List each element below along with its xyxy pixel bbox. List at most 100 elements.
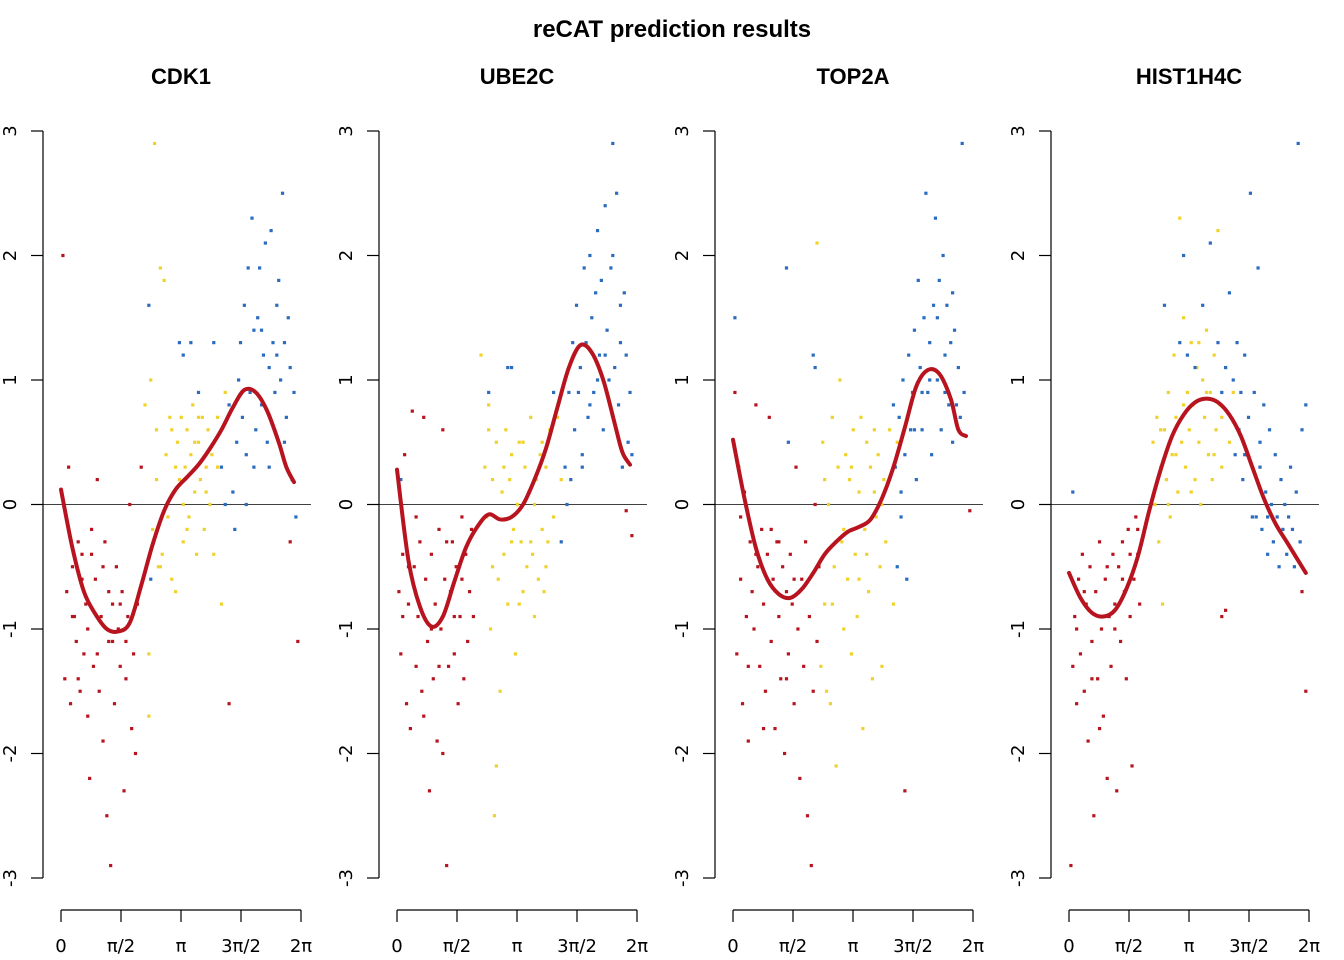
point-g1 bbox=[114, 565, 118, 569]
series-s bbox=[815, 241, 899, 768]
point-g2m bbox=[594, 291, 598, 295]
point-g1 bbox=[792, 702, 796, 706]
point-g1 bbox=[450, 540, 454, 544]
x-tick-label: 0 bbox=[727, 936, 738, 957]
point-g1 bbox=[1105, 565, 1109, 569]
point-s bbox=[494, 764, 498, 768]
point-g2m bbox=[584, 341, 588, 345]
point-s bbox=[855, 614, 859, 619]
point-s bbox=[1231, 390, 1235, 395]
point-g1 bbox=[765, 552, 769, 556]
point-g2m bbox=[899, 515, 903, 519]
point-g2m bbox=[1243, 453, 1247, 457]
point-g1 bbox=[1113, 602, 1117, 606]
point-s bbox=[544, 465, 548, 469]
point-g2m bbox=[1193, 365, 1197, 370]
panel-cdk1: CDK1 -3 -2 -1 0 1 2 3 0 π/2 π 3π/2 2π bbox=[0, 64, 312, 957]
point-g1 bbox=[124, 639, 128, 644]
point-s bbox=[196, 440, 201, 444]
point-s bbox=[857, 490, 861, 494]
point-g2m bbox=[1208, 241, 1212, 245]
point-g2m bbox=[899, 490, 903, 494]
y-tick-label: 0 bbox=[0, 499, 21, 510]
point-s bbox=[158, 565, 162, 569]
point-g2m bbox=[487, 390, 491, 395]
point-g1 bbox=[809, 863, 813, 868]
point-g2m bbox=[1304, 403, 1308, 407]
point-g2m bbox=[254, 428, 258, 432]
point-s bbox=[849, 465, 854, 469]
point-s bbox=[1212, 353, 1216, 357]
point-g1 bbox=[445, 863, 449, 868]
point-g1 bbox=[93, 577, 97, 581]
point-s bbox=[517, 440, 521, 444]
point-g2m bbox=[1281, 527, 1285, 531]
point-g2m bbox=[786, 440, 790, 444]
point-g1 bbox=[82, 652, 86, 656]
point-s bbox=[868, 465, 873, 469]
point-g2m bbox=[628, 390, 632, 395]
point-g2m bbox=[930, 453, 934, 457]
point-g1 bbox=[752, 627, 756, 631]
point-s bbox=[826, 502, 831, 507]
point-g2m bbox=[895, 565, 899, 569]
point-s bbox=[828, 702, 833, 706]
point-g2m bbox=[1239, 390, 1243, 395]
point-g1 bbox=[445, 540, 449, 544]
point-g1 bbox=[746, 664, 750, 668]
panel-top2a: TOP2A -3 -2 -1 0 1 2 3 0 π/2 π 3π/2 2π bbox=[672, 64, 984, 957]
point-s bbox=[487, 428, 491, 432]
point-g1 bbox=[101, 565, 105, 569]
point-s bbox=[830, 602, 834, 606]
point-s bbox=[513, 652, 518, 656]
point-g2m bbox=[1243, 353, 1247, 357]
point-g2m bbox=[599, 278, 603, 282]
point-s bbox=[154, 478, 159, 482]
point-g1 bbox=[74, 639, 78, 644]
point-g1 bbox=[464, 552, 468, 556]
y-tick-label: 2 bbox=[0, 250, 21, 261]
point-g1 bbox=[968, 509, 972, 513]
point-g2m bbox=[618, 341, 623, 345]
point-s bbox=[540, 440, 544, 444]
point-g2m bbox=[916, 278, 920, 282]
point-g1 bbox=[67, 465, 71, 469]
point-g1 bbox=[798, 776, 802, 780]
point-g2m bbox=[928, 341, 932, 345]
point-s bbox=[509, 540, 514, 544]
point-g1 bbox=[1304, 689, 1308, 693]
point-s bbox=[185, 527, 189, 531]
point-g1 bbox=[1134, 515, 1138, 519]
point-s bbox=[530, 552, 535, 556]
point-g1 bbox=[425, 639, 430, 644]
point-s bbox=[149, 378, 153, 382]
y-tick-label: -1 bbox=[672, 620, 693, 638]
point-g2m bbox=[219, 465, 224, 469]
point-g1 bbox=[746, 739, 750, 743]
point-g2m bbox=[258, 266, 262, 270]
point-g1 bbox=[227, 702, 231, 706]
point-g1 bbox=[435, 739, 439, 743]
point-g2m bbox=[559, 540, 563, 544]
point-g2m bbox=[1250, 515, 1254, 519]
point-g1 bbox=[61, 253, 65, 258]
point-g2m bbox=[294, 515, 298, 519]
point-g2m bbox=[196, 390, 201, 395]
point-g1 bbox=[91, 664, 96, 668]
point-g1 bbox=[739, 577, 743, 581]
series-g1 bbox=[397, 409, 634, 868]
point-g1 bbox=[786, 652, 790, 656]
point-g2m bbox=[273, 390, 277, 395]
y-tick-label: -1 bbox=[1008, 620, 1029, 638]
point-g1 bbox=[429, 552, 433, 556]
point-g1 bbox=[72, 614, 76, 619]
point-g2m bbox=[233, 527, 237, 531]
point-g1 bbox=[120, 590, 124, 594]
point-g1 bbox=[443, 577, 447, 581]
point-g2m bbox=[622, 291, 626, 295]
point-s bbox=[1204, 328, 1209, 332]
y-tick-label: 1 bbox=[0, 374, 21, 385]
point-s bbox=[559, 478, 563, 482]
point-g2m bbox=[609, 266, 613, 270]
